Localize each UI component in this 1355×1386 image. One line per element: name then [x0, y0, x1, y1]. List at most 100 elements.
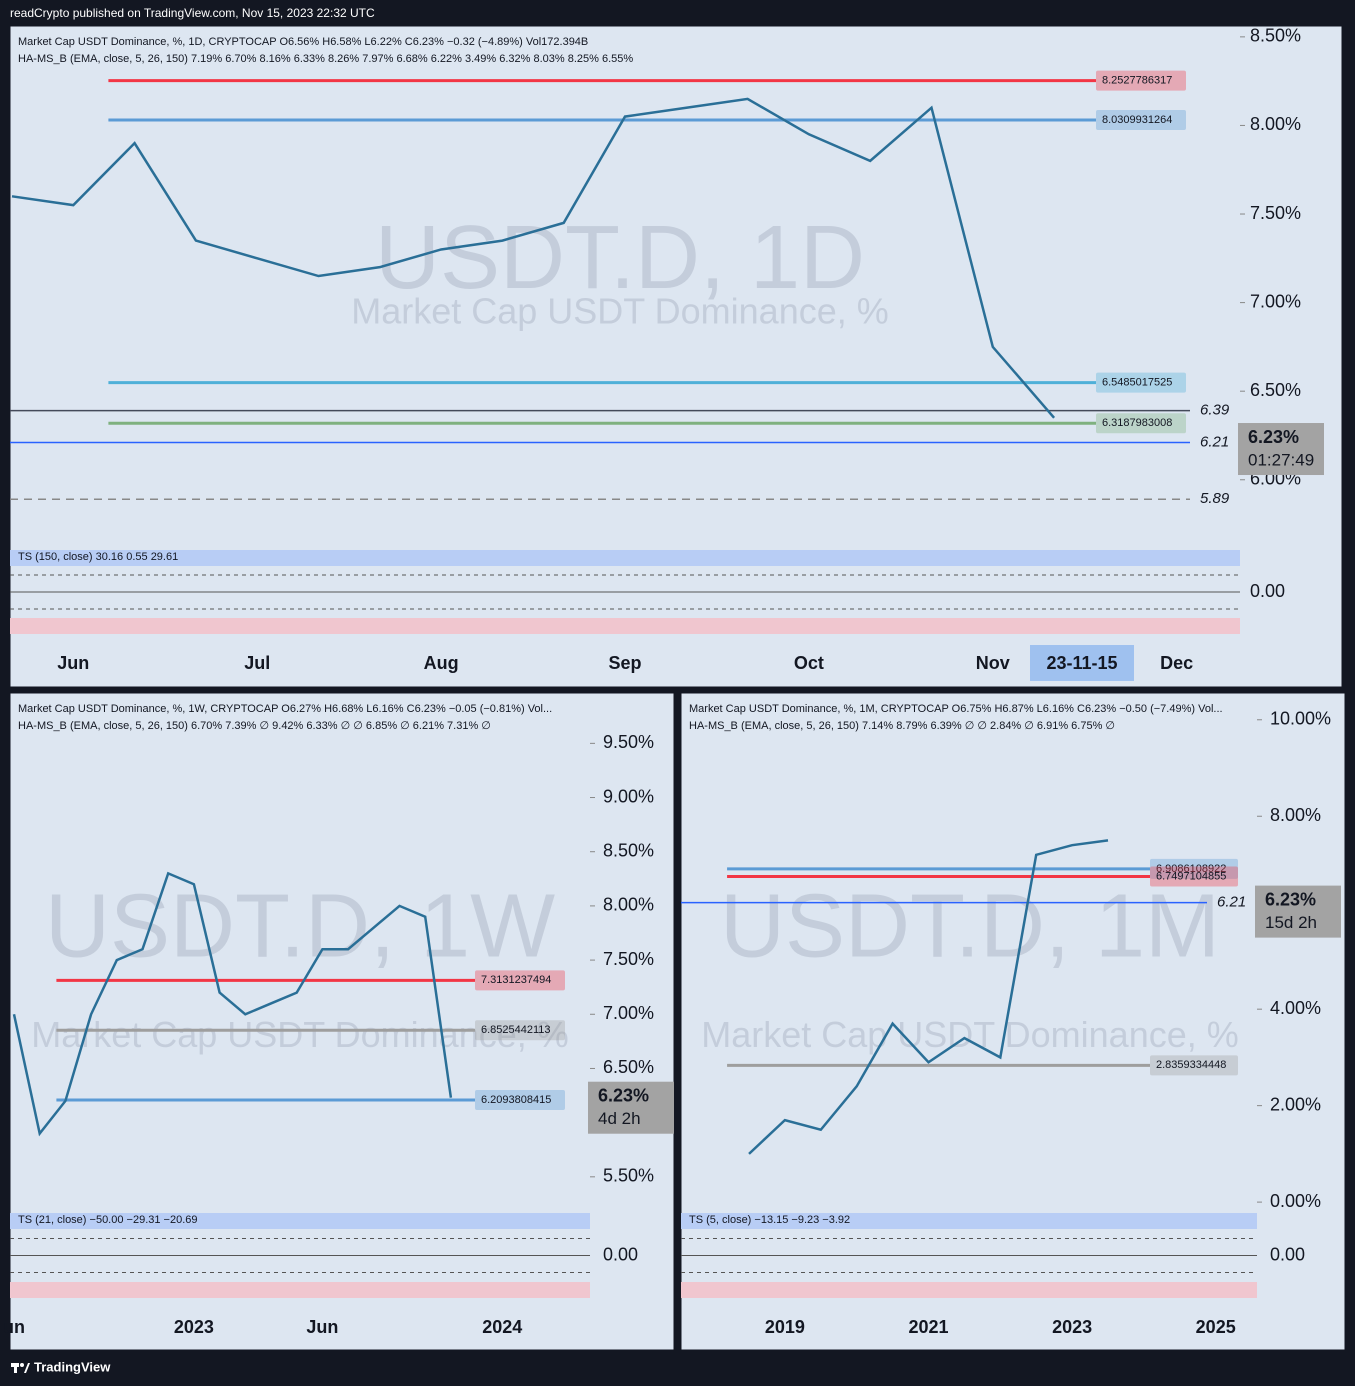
level-label: 6.3187983008	[1102, 417, 1172, 429]
x-tick-label: un	[3, 1317, 25, 1337]
last-price-label: 6.23%	[1248, 427, 1299, 447]
level-label-box	[1150, 858, 1238, 879]
y-tick-label: 7.50%	[603, 949, 654, 969]
osc-lower-band	[681, 1282, 1257, 1298]
price-line	[12, 871, 453, 1137]
x-tick-label: 2023	[1052, 1317, 1092, 1337]
x-tick-label: 2025	[1196, 1317, 1236, 1337]
y-tick-label: 7.00%	[1250, 291, 1301, 311]
x-tick-label: Sep	[608, 653, 641, 673]
legend-line: HA-MS_B (EMA, close, 5, 26, 150) 7.19% 6…	[18, 53, 633, 65]
y-tick-label: 8.50%	[603, 840, 654, 860]
level-label-box	[1096, 109, 1186, 130]
y-tick-label: 7.00%	[603, 1003, 654, 1023]
legend-line: Market Cap USDT Dominance, %, 1M, CRYPTO…	[689, 703, 1223, 715]
x-tick-label: Oct	[794, 653, 824, 673]
last-price-box	[588, 1081, 674, 1134]
level-label-box	[475, 970, 565, 991]
osc-lower-band	[10, 618, 1240, 634]
x-tick-label: Jul	[244, 653, 270, 673]
level-label: 6.7497104855	[1156, 870, 1226, 882]
x-tick-label: Aug	[424, 653, 459, 673]
level-label-box	[1096, 70, 1186, 91]
y-tick-label: 9.50%	[603, 732, 654, 752]
osc-zero-label: 0.00	[1250, 581, 1285, 601]
level-label-box	[475, 1089, 565, 1110]
x-tick-label: 2019	[765, 1317, 805, 1337]
last-price-label: 6.23%	[598, 1085, 649, 1105]
x-tick-label: Nov	[976, 653, 1010, 673]
panel	[9, 692, 675, 1351]
level-label: 7.3131237494	[481, 974, 551, 986]
cursor-label: 23-11-15	[1046, 653, 1117, 673]
legend-line: HA-MS_B (EMA, close, 5, 26, 150) 7.14% 8…	[689, 720, 1115, 732]
osc-title: TS (150, close) 30.16 0.55 29.61	[18, 551, 178, 563]
watermark: USDT.D, 1M	[720, 876, 1220, 976]
legend-line: HA-MS_B (EMA, close, 5, 26, 150) 6.70% 7…	[18, 720, 491, 732]
level-label: 2.8359334448	[1156, 1059, 1226, 1071]
y-tick-label: 6.50%	[603, 1057, 654, 1077]
level-label: 6.8525442113	[481, 1024, 551, 1036]
osc-title: TS (5, close) −13.15 −9.23 −3.92	[689, 1214, 850, 1226]
panel	[680, 692, 1346, 1351]
x-tick-label: Jun	[306, 1317, 338, 1337]
last-price-label: 6.23%	[1265, 889, 1316, 909]
level-label: 8.0309931264	[1102, 114, 1172, 126]
countdown-label: 15d 2h	[1265, 913, 1317, 932]
x-tick-label: 2024	[482, 1317, 522, 1337]
level-label: 5.89	[1200, 490, 1230, 507]
watermark: USDT.D, 1D	[375, 208, 865, 308]
level-label-box	[1150, 866, 1238, 887]
y-tick-label: 8.50%	[1250, 26, 1301, 46]
y-tick-label: 8.00%	[1270, 805, 1321, 825]
watermark-sub: Market Cap USDT Dominance, %	[31, 1014, 569, 1055]
osc-upper-band	[10, 550, 1240, 566]
level-label: 8.2527786317	[1102, 75, 1172, 87]
level-label: 6.21	[1200, 434, 1229, 451]
level-label-box	[1150, 1055, 1238, 1076]
x-tick-label: Dec	[1160, 653, 1193, 673]
last-price-box	[1238, 423, 1324, 476]
level-label: 6.39	[1200, 402, 1230, 419]
publish-header: readCrypto published on TradingView.com,…	[10, 6, 375, 20]
y-tick-label: 10.00%	[1270, 709, 1331, 729]
osc-title: TS (21, close) −50.00 −29.31 −20.69	[18, 1214, 198, 1226]
y-tick-label: 9.00%	[603, 786, 654, 806]
watermark-sub: Market Cap USDT Dominance, %	[351, 291, 889, 332]
x-tick-label: 2021	[908, 1317, 948, 1337]
countdown-label: 01:27:49	[1248, 451, 1314, 470]
cursor-label-box	[1030, 645, 1134, 681]
last-price-box	[1255, 885, 1341, 938]
price-line	[748, 839, 1109, 1155]
tv-logo	[11, 1363, 30, 1373]
osc-lower-band	[10, 1282, 590, 1298]
x-tick-label: 2023	[174, 1317, 214, 1337]
y-tick-label: 0.00%	[1270, 1191, 1321, 1211]
footer-brand: TradingView	[34, 1359, 111, 1374]
level-label-box	[475, 1020, 565, 1041]
panel	[9, 25, 1343, 688]
legend-line: Market Cap USDT Dominance, %, 1D, CRYPTO…	[18, 36, 588, 48]
watermark-sub: Market Cap USDT Dominance, %	[701, 1014, 1239, 1055]
y-tick-label: 7.50%	[1250, 203, 1301, 223]
countdown-label: 4d 2h	[598, 1109, 641, 1128]
price-line	[11, 97, 1056, 419]
legend-line: Market Cap USDT Dominance, %, 1W, CRYPTO…	[18, 703, 552, 715]
osc-upper-band	[10, 1213, 590, 1229]
y-tick-label: 8.00%	[1250, 114, 1301, 134]
level-label: 6.2093808415	[481, 1094, 551, 1106]
y-tick-label: 6.50%	[1250, 380, 1301, 400]
level-label: 6.9086108922	[1156, 863, 1226, 875]
y-tick-label: 5.50%	[603, 1166, 654, 1186]
x-tick-label: Jun	[57, 653, 89, 673]
osc-zero-label: 0.00	[603, 1244, 638, 1264]
level-label-box	[1096, 413, 1186, 434]
watermark: USDT.D, 1W	[45, 876, 555, 976]
y-tick-label: 4.00%	[1270, 998, 1321, 1018]
y-tick-label: 2.00%	[1270, 1094, 1321, 1114]
level-label-box	[1096, 372, 1186, 393]
y-tick-label: 8.00%	[603, 895, 654, 915]
osc-zero-label: 0.00	[1270, 1244, 1305, 1264]
